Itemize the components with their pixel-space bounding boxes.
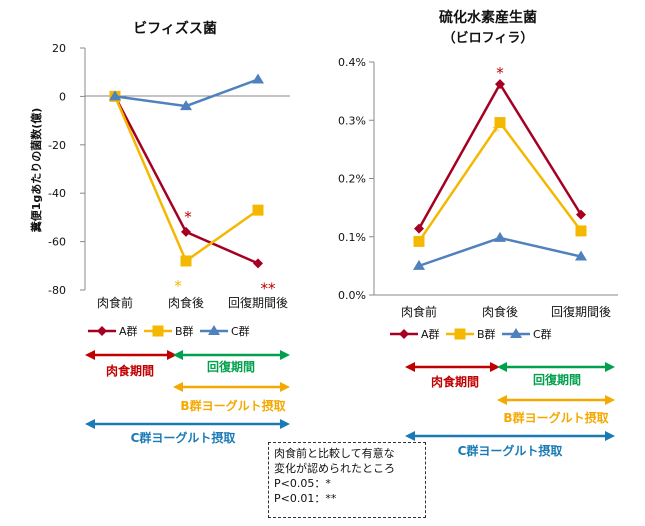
- recovery-period-label: 回復期間: [207, 359, 255, 374]
- data-point-A群: [495, 79, 505, 90]
- y-tick-label: -80: [48, 284, 66, 297]
- y-tick-label: 20: [52, 42, 66, 55]
- y-tick-label: 0.1%: [338, 231, 366, 244]
- series-line-C群: [418, 236, 582, 268]
- legend-marker-B群: [454, 328, 466, 340]
- significance-marker: *: [492, 123, 500, 141]
- y-tick-label: -40: [48, 187, 66, 200]
- legend-label: B群: [477, 327, 496, 341]
- legend-label: B群: [175, 324, 194, 338]
- chart1-y-axis-label: 糞便1gあたりの菌数(億): [29, 108, 43, 234]
- y-tick-label: -60: [48, 236, 66, 249]
- legend-label: A群: [421, 327, 440, 341]
- significance-marker: *: [184, 208, 192, 226]
- chart2-title: 硫化水素産生菌: [439, 9, 537, 26]
- note-line-2: 変化が認められたところ: [274, 462, 395, 475]
- x-tick-label: 肉食前: [97, 295, 133, 310]
- x-tick-label: 回復期間後: [228, 295, 288, 310]
- chart-bilophila: 硫化水素産生菌 （ビロフィラ） 0.4% 0.3% 0.2% 0.1% 0.0% 肉食前…: [338, 9, 618, 341]
- legend-marker-B群: [152, 325, 164, 337]
- legend-label: A群: [119, 324, 138, 338]
- data-point-A群: [576, 209, 586, 220]
- data-point-C群: [413, 259, 425, 270]
- note-line-1: 肉食前と比較して有意な: [274, 447, 395, 460]
- periods-right: 肉食期間 回復期間 B群ヨーグルト摂取 C群ヨーグルト摂取: [405, 362, 615, 458]
- c-yogurt-label-right: C群ヨーグルト摂取: [458, 443, 563, 458]
- data-point-B群: [494, 117, 506, 129]
- legend-marker-A群: [97, 326, 107, 336]
- legend-marker-A群: [399, 329, 409, 339]
- data-point-C群: [252, 73, 264, 84]
- series-line-B群: [417, 120, 583, 243]
- x-tick-label: 肉食後: [168, 295, 204, 310]
- y-tick-label: 0: [59, 90, 66, 103]
- y-tick-label: 0.4%: [338, 56, 366, 69]
- significance-marker: **: [261, 279, 277, 297]
- significance-marker: *: [174, 277, 182, 295]
- note-line-3: P<0.05：*: [274, 477, 331, 490]
- meat-period-label-right: 肉食期間: [431, 374, 479, 389]
- chart-bifidobacteria: ビフィズス菌 糞便1gあたりの菌数(億) 20 0 -20 -40 -60 -80 肉食前…: [29, 20, 290, 338]
- data-point-B群: [180, 255, 192, 267]
- data-point-A群: [181, 226, 191, 237]
- b-yogurt-label: B群ヨーグルト摂取: [180, 398, 285, 413]
- significance-marker: *: [496, 64, 504, 82]
- data-point-A群: [414, 223, 424, 234]
- legend-marker-C群: [510, 328, 522, 338]
- data-point-B群: [413, 235, 425, 247]
- significance-note: 肉食前と比較して有意な 変化が認められたところ P<0.05：* P<0.01：…: [268, 442, 426, 518]
- y-tick-label: -20: [48, 139, 66, 152]
- data-point-A群: [253, 258, 263, 269]
- data-point-C群: [180, 100, 192, 111]
- legend-marker-C群: [208, 325, 220, 335]
- data-point-C群: [575, 250, 587, 261]
- periods-left: 肉食期間 回復期間 B群ヨーグルト摂取 C群ヨーグルト摂取: [85, 350, 290, 445]
- data-point-C群: [109, 90, 121, 101]
- y-tick-label: 0.3%: [338, 114, 366, 127]
- recovery-period-label-right: 回復期間: [533, 372, 581, 387]
- y-tick-label: 0.0%: [338, 289, 366, 302]
- meat-period-label: 肉食期間: [106, 363, 154, 378]
- c-yogurt-label: C群ヨーグルト摂取: [131, 430, 236, 445]
- series-line-A群: [113, 95, 259, 265]
- x-tick-label: 回復期間後: [551, 304, 611, 319]
- y-tick-label: 0.2%: [338, 173, 366, 186]
- chart2-subtitle: （ビロフィラ）: [443, 30, 534, 46]
- data-point-C群: [494, 231, 506, 242]
- legend-label: C群: [533, 327, 552, 341]
- chart1-title: ビフィズス菌: [133, 20, 217, 37]
- data-point-B群: [252, 204, 264, 216]
- b-yogurt-label-right: B群ヨーグルト摂取: [503, 410, 608, 425]
- note-line-4: P<0.01：**: [274, 492, 337, 505]
- x-tick-label: 肉食前: [401, 304, 437, 319]
- x-tick-label: 肉食後: [482, 304, 518, 319]
- data-point-B群: [575, 225, 587, 237]
- legend-label: C群: [231, 324, 250, 338]
